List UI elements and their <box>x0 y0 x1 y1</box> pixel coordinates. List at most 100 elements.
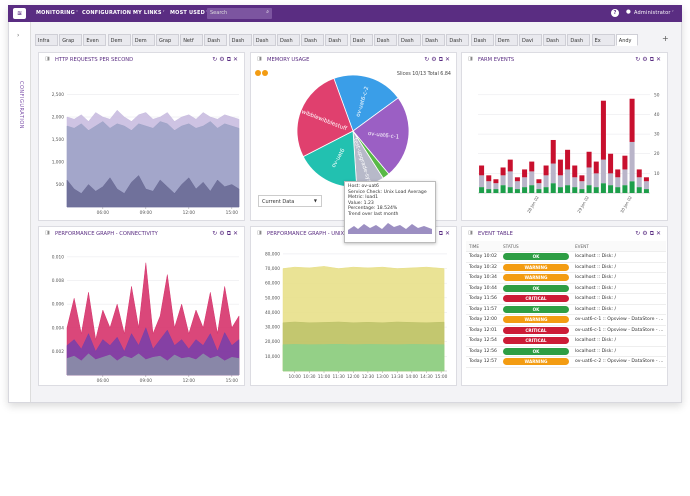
tab[interactable]: Dash <box>398 34 421 46</box>
x-tick-label: 11:00 <box>318 374 331 380</box>
panel-tools[interactable]: ↻⚙⧉✕ <box>424 55 452 63</box>
y-tick-label: 50 <box>654 92 660 98</box>
tab[interactable]: Dash <box>422 34 446 46</box>
pie-slice <box>352 97 410 175</box>
chart: 10 20 30 40 50 28 Jan 02 29 Jan 02 30 Jan 02 <box>478 92 660 214</box>
help-icon[interactable]: ? <box>611 9 619 17</box>
column-header[interactable]: TIME <box>466 241 500 252</box>
menu-item[interactable]: MOST USED <box>170 10 208 16</box>
tab[interactable]: Dash <box>373 34 397 46</box>
table-row[interactable]: Today 12:54 CRITICAL localhost :: Disk: / <box>466 335 667 347</box>
bar-segment <box>486 175 492 182</box>
tab[interactable]: Dash <box>277 34 300 46</box>
tooltip-line: Value: 1.23 <box>348 200 374 206</box>
table-row[interactable]: Today 12:01 CRITICAL ov-uat6-c-1 :: Opsvie… <box>466 325 667 336</box>
tab[interactable]: Grap <box>156 34 179 46</box>
table-row[interactable]: Today 12:00 WARNING ov-uat6-c-1 :: Opsview… <box>466 314 667 326</box>
tab[interactable]: Infra <box>35 34 58 46</box>
y-tick-label: 2,500 <box>52 92 65 98</box>
tab[interactable]: Dash <box>470 34 494 46</box>
column-header[interactable]: STATUS <box>499 241 572 252</box>
x-tick-label: 15:00 <box>226 210 239 216</box>
column-header[interactable]: EVENT <box>571 241 667 252</box>
event-text: localhost :: Disk: / <box>571 251 667 263</box>
tab[interactable]: Andy <box>615 34 638 46</box>
y-tick-label: 60,000 <box>265 281 280 287</box>
search-box[interactable]: Search ⌕ <box>207 8 272 19</box>
event-text: localhost :: Disk: / <box>571 293 667 305</box>
menu-item[interactable]: MY LINKS <box>133 10 165 16</box>
menu-item[interactable]: CONFIGURATION <box>82 10 134 16</box>
tab[interactable]: Grap <box>59 34 83 46</box>
event-text: ov-uat6-c-1 :: Opsview - DataStore - ... <box>571 325 667 336</box>
bar-segment <box>550 139 556 164</box>
table-row[interactable]: Today 12:57 WARNING ov-uat6-c-2 :: Opsview… <box>466 356 667 368</box>
bar-segment <box>643 181 649 190</box>
tab[interactable]: Dash <box>228 34 252 46</box>
table-row[interactable]: Today 11:56 CRITICAL localhost :: Disk: / <box>466 293 667 305</box>
table-row[interactable]: Today 10:34 WARNING localhost :: Disk: / <box>466 272 667 284</box>
y-tick-label: 2,000 <box>52 115 65 121</box>
table-row[interactable]: Today 12:56 OK localhost :: Disk: / <box>466 346 667 357</box>
bar-segment <box>543 187 549 193</box>
table-row[interactable]: Today 10:32 WARNING localhost :: Disk: / <box>466 262 667 273</box>
sidebar-label: CONFIGURATION <box>18 80 25 130</box>
table-row[interactable]: Today 11:57 OK localhost :: Disk: / <box>466 304 667 315</box>
tab[interactable]: Dash <box>349 34 373 46</box>
x-tick-label: 14:00 <box>406 374 419 380</box>
panel-tools[interactable]: ↻⚙⧉✕ <box>635 229 663 237</box>
bar-segment <box>479 175 485 188</box>
x-tick-label: 10:00 <box>289 374 302 380</box>
panel: ◨ PERFORMANCE GRAPH - UNIX MEMORY ↻⚙⧉✕ 10,0… <box>250 226 457 386</box>
chart: 10,000 20,000 30,000 40,000 50,000 60,000 70,0… <box>265 251 448 380</box>
event-time: Today 12:01 <box>466 325 500 336</box>
tab[interactable]: Dash <box>446 34 470 46</box>
status-pill: CRITICAL <box>502 326 569 334</box>
tab[interactable]: Dash <box>543 34 567 46</box>
tab[interactable]: Dash <box>252 34 276 46</box>
tab[interactable]: Even <box>83 34 107 46</box>
panel-icon: ◨ <box>468 56 473 62</box>
bar-segment <box>500 185 506 193</box>
user-menu[interactable]: Administrator <box>634 10 674 16</box>
tab[interactable]: Davi <box>519 34 542 46</box>
event-time: Today 12:00 <box>466 314 500 326</box>
bar-segment <box>579 181 585 190</box>
bar-segment <box>586 167 592 186</box>
tab[interactable]: Dash <box>301 34 325 46</box>
tab[interactable]: Dash <box>325 34 349 46</box>
data-select[interactable]: Current Data ▼ <box>258 195 322 207</box>
x-tick-label: 15:00 <box>435 374 448 380</box>
logo[interactable]: ≋ <box>13 8 26 19</box>
sidebar-toggle[interactable]: › <box>17 32 20 39</box>
tab[interactable]: Dash <box>567 34 591 46</box>
bar-segment <box>572 177 578 188</box>
panel-icon: ◨ <box>257 56 262 62</box>
bar-segment <box>629 98 635 142</box>
status-pill: WARNING <box>502 358 569 366</box>
bar-segment <box>600 183 606 193</box>
bar-segment <box>536 183 542 190</box>
bar-segment <box>608 185 614 193</box>
panel-tools[interactable]: ↻⚙⧉✕ <box>424 229 452 237</box>
table-row[interactable]: Today 10:02 OK localhost :: Disk: / <box>466 251 667 263</box>
panel-tools[interactable]: ↻⚙⧉✕ <box>212 229 240 237</box>
tab[interactable]: Ex <box>591 34 615 46</box>
tab[interactable]: Dem <box>131 34 155 46</box>
table-row[interactable]: Today 10:44 OK localhost :: Disk: / <box>466 283 667 294</box>
event-status: WARNING <box>499 272 572 284</box>
bar-segment <box>529 171 535 186</box>
bar-segment <box>600 159 606 184</box>
menu-item[interactable]: MONITORING <box>36 10 78 16</box>
tab[interactable]: Dem <box>107 34 131 46</box>
event-time: Today 10:34 <box>466 272 500 284</box>
panel-tools[interactable]: ↻⚙⧉✕ <box>212 55 240 63</box>
panel-tools[interactable]: ↻⚙⧉✕ <box>635 55 663 63</box>
panel-header: ◨ FARM EVENTS ↻⚙⧉✕ <box>462 53 667 65</box>
tab[interactable]: Dem <box>494 34 518 46</box>
panel-icon: ◨ <box>468 230 473 236</box>
tab[interactable]: Dash <box>204 34 228 46</box>
add-tab[interactable]: + <box>662 34 669 43</box>
tab[interactable]: Netf <box>180 34 204 46</box>
bar-segment <box>529 185 535 193</box>
